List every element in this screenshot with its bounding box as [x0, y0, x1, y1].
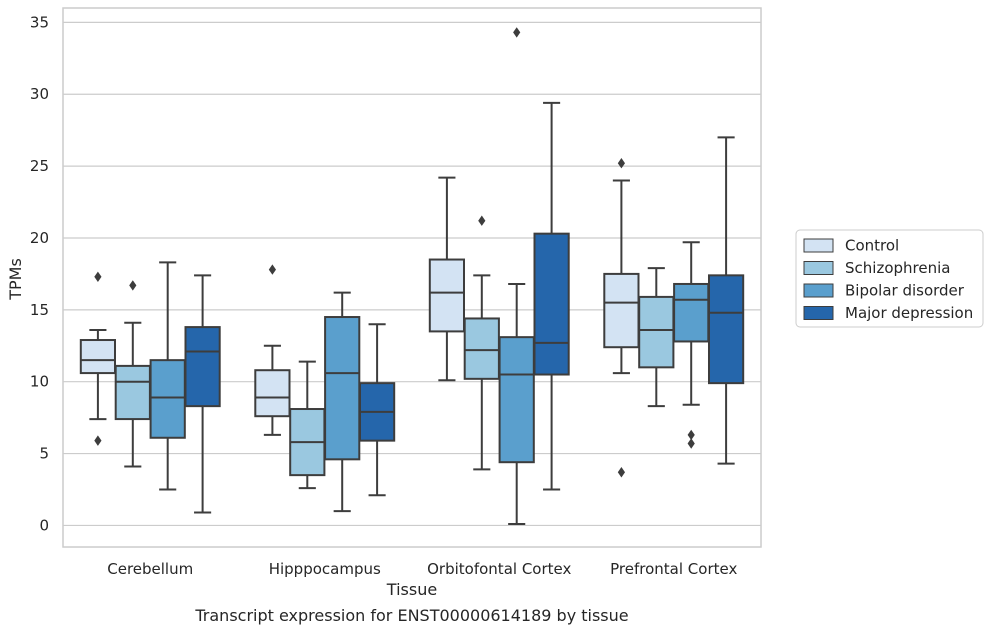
box-schizophrenia [289, 360, 326, 490]
legend: Control Schizophrenia Bipolar disorder Majo… [795, 229, 984, 328]
outlier-point [94, 271, 102, 282]
y-axis-title: TPMs [6, 258, 25, 301]
box-schizophrenia [638, 267, 675, 408]
outlier-point [687, 438, 695, 449]
box-schizophrenia [114, 280, 151, 468]
legend-swatch [803, 283, 834, 298]
legend-label: Schizophrenia [845, 259, 950, 277]
box-iqr [638, 295, 675, 369]
y-tick-label: 5 [39, 445, 49, 463]
box-iqr [254, 369, 291, 418]
legend-swatch [803, 261, 834, 275]
box-iqr [114, 364, 151, 421]
box-iqr [324, 316, 361, 461]
outlier-point [129, 280, 137, 291]
box-iqr [149, 359, 186, 439]
outlier-point [513, 27, 521, 38]
plot-area [79, 27, 745, 526]
box-major-depression [184, 274, 221, 514]
box-iqr [533, 232, 570, 376]
plot-frame [62, 7, 762, 548]
x-axis-ticks: Cerebellum Hipppocampus Orbitofontal Corte… [107, 560, 737, 578]
x-tick-label: Cerebellum [107, 560, 193, 578]
y-tick-label: 10 [30, 373, 49, 391]
legend-label: Control [845, 237, 899, 255]
y-tick-label: 30 [30, 85, 49, 103]
box-control [428, 176, 466, 382]
box-bipolar-disorder [673, 241, 710, 449]
outlier-point [478, 215, 486, 226]
legend-label: Major depression [845, 304, 973, 322]
box-iqr [79, 339, 117, 375]
box-iqr [428, 258, 466, 333]
outlier-point [617, 467, 625, 478]
box-schizophrenia [463, 215, 500, 471]
legend-swatch [803, 238, 834, 253]
outlier-point [268, 264, 276, 275]
box-control [254, 264, 291, 436]
y-axis-ticks: 0 5 10 15 20 25 30 35 [30, 13, 49, 534]
legend-frame [795, 229, 984, 328]
box-control [79, 271, 117, 446]
x-axis-title: Tissue [386, 580, 437, 599]
y-tick-label: 35 [30, 13, 49, 31]
box-iqr [603, 272, 640, 349]
box-iqr [673, 282, 710, 343]
box-iqr [463, 317, 500, 380]
legend-swatch [803, 306, 834, 320]
box-iqr [184, 326, 221, 408]
outlier-point [94, 435, 102, 446]
chart-caption: Transcript expression for ENST0000061418… [194, 606, 628, 625]
y-tick-label: 15 [30, 301, 49, 319]
x-tick-label: Prefrontal Cortex [610, 560, 737, 578]
box-bipolar-disorder [498, 27, 535, 526]
box-iqr [498, 336, 535, 464]
legend-label: Bipolar disorder [845, 282, 965, 300]
outlier-point [617, 158, 625, 169]
box-major-depression [707, 136, 745, 465]
x-tick-label: Orbitofontal Cortex [427, 560, 571, 578]
box-major-depression [533, 101, 570, 491]
box-major-depression [358, 323, 396, 497]
box-control [603, 158, 640, 478]
y-tick-label: 25 [30, 157, 49, 175]
y-tick-label: 20 [30, 229, 49, 247]
y-tick-label: 0 [39, 516, 49, 534]
x-tick-label: Hipppocampus [269, 560, 381, 578]
outlier-point [687, 429, 695, 441]
box-bipolar-disorder [149, 261, 186, 491]
box-iqr [707, 274, 745, 385]
